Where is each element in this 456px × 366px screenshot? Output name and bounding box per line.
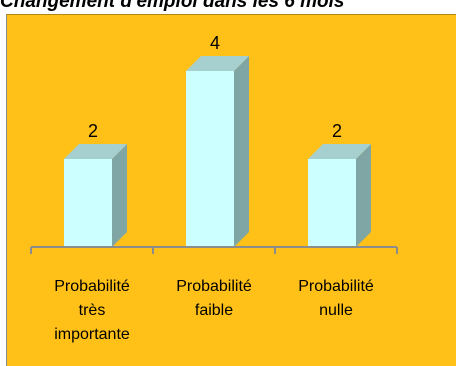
- bar: [308, 144, 371, 247]
- bar-front: [186, 71, 234, 247]
- category-label-line: nulle: [319, 302, 353, 319]
- category-label: Probabilité très importante: [37, 275, 147, 347]
- data-label: 2: [88, 121, 98, 141]
- bar-top: [308, 144, 371, 159]
- category-label-line: Probabilité: [298, 278, 374, 295]
- category-label-line: faible: [194, 302, 234, 319]
- chart-title: Changement d'emploi dans les 6 mois: [0, 0, 345, 12]
- x-axis-ticks: [30, 247, 398, 254]
- data-label: 4: [210, 33, 220, 53]
- bar-front: [64, 159, 112, 247]
- category-label-line: importante: [54, 326, 130, 343]
- bar-top: [64, 144, 127, 159]
- data-label: 2: [332, 121, 342, 141]
- bar: [186, 56, 249, 247]
- bar-front: [308, 159, 356, 247]
- bar: [64, 144, 127, 247]
- data-labels-group: 2 4 2: [88, 33, 342, 141]
- bar-chart: 2 4 2: [30, 33, 398, 254]
- bar-top: [186, 56, 249, 71]
- category-label: Probabilité nulle: [281, 275, 391, 323]
- bars-group: [64, 56, 371, 247]
- bar-side: [356, 144, 371, 247]
- category-label-line: Probabilité: [176, 278, 252, 295]
- category-label-line: très: [78, 302, 106, 319]
- bar-side: [112, 144, 127, 247]
- category-label-line: Probabilité: [54, 278, 130, 295]
- category-label: Probabilité faible: [159, 275, 269, 323]
- bar-side: [234, 56, 249, 247]
